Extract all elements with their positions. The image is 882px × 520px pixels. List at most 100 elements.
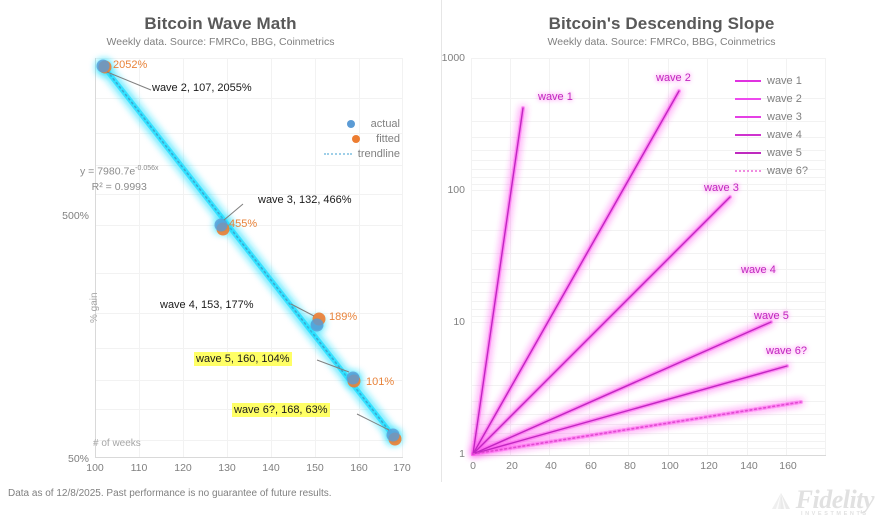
left-chart-title: Bitcoin Wave Math bbox=[144, 14, 297, 33]
line-swatch-icon bbox=[735, 134, 761, 136]
series-label-wave-6: wave 6? bbox=[766, 345, 807, 357]
point-value-label: 101% bbox=[366, 376, 395, 388]
left-x-tick: 130 bbox=[218, 462, 236, 474]
left-x-tick: 100 bbox=[86, 462, 104, 474]
gridline-v bbox=[747, 58, 748, 456]
gridline-v bbox=[359, 58, 360, 458]
dotted-line-icon bbox=[323, 152, 352, 155]
gridline-h bbox=[471, 137, 826, 138]
legend-label: wave 3 bbox=[767, 111, 802, 123]
series-line-wave-1 bbox=[472, 107, 524, 455]
legend-item-trendline[interactable]: trendline bbox=[290, 146, 400, 161]
right-x-tick: 140 bbox=[740, 460, 758, 472]
gridline-h bbox=[471, 230, 826, 231]
legend-item-actual[interactable]: actual bbox=[290, 116, 400, 131]
gridline-h bbox=[471, 150, 826, 151]
legend-item-wave-1[interactable]: wave 1 bbox=[735, 72, 808, 90]
line-swatch-icon bbox=[735, 98, 761, 100]
fidelity-logo: Fidelity INVESTMENTS bbox=[769, 487, 875, 517]
callout-wave-6: wave 6?, 168, 63% bbox=[232, 403, 330, 417]
callout-wave-3: wave 3, 132, 466% bbox=[258, 194, 352, 206]
series-line-wave-5 bbox=[472, 365, 788, 455]
legend-label: fitted bbox=[376, 132, 400, 145]
gridline-v bbox=[825, 58, 826, 456]
gridline-h bbox=[471, 269, 826, 270]
right-y-tick: 100 bbox=[447, 184, 465, 196]
legend-label: wave 1 bbox=[767, 75, 802, 87]
gridline-h bbox=[471, 169, 826, 170]
gridline-h bbox=[471, 414, 826, 415]
gridline-h bbox=[95, 348, 403, 349]
left-y-axis-line bbox=[95, 58, 96, 458]
series-line-wave-2 bbox=[472, 90, 680, 455]
gridline-h bbox=[471, 282, 826, 283]
gridline-h bbox=[471, 301, 826, 302]
right-x-tick: 40 bbox=[545, 460, 557, 472]
gridline-h bbox=[471, 385, 826, 386]
left-x-tick: 140 bbox=[262, 462, 280, 474]
gridline-h bbox=[471, 292, 826, 293]
left-chart-panel: Bitcoin Wave Math Weekly data. Source: F… bbox=[0, 0, 442, 482]
point-value-label: 455% bbox=[229, 218, 258, 230]
legend-item-wave-5[interactable]: wave 5 bbox=[735, 144, 808, 162]
actual-markers bbox=[96, 59, 400, 442]
legend-label: wave 6? bbox=[767, 165, 808, 177]
left-x-tick: 160 bbox=[350, 462, 368, 474]
right-x-tick: 160 bbox=[779, 460, 797, 472]
dotted-line-swatch-icon bbox=[735, 170, 761, 172]
gridline-h bbox=[95, 58, 403, 59]
left-series-overlay bbox=[96, 59, 402, 446]
regression-equation: y = 7980.7e-0.056x R² = 0.9993 bbox=[80, 164, 159, 195]
gridline-h bbox=[471, 58, 826, 59]
gridline-h bbox=[471, 121, 826, 122]
equation-body: y = 7980.7e bbox=[80, 165, 136, 178]
gridline-h bbox=[471, 316, 826, 317]
right-x-tick: 100 bbox=[661, 460, 679, 472]
right-x-tick: 80 bbox=[624, 460, 636, 472]
gridline-h bbox=[95, 440, 403, 441]
gridline-h bbox=[471, 309, 826, 310]
left-x-tick: 170 bbox=[393, 462, 411, 474]
left-y-tick: 50% bbox=[67, 453, 89, 465]
fidelity-pyramid-icon bbox=[771, 493, 790, 509]
blue-dot-icon bbox=[337, 119, 365, 128]
line-swatch-icon bbox=[735, 80, 761, 82]
series-label-wave-2: wave 2 bbox=[656, 72, 691, 84]
legend-label: actual bbox=[370, 117, 400, 130]
right-series-overlay bbox=[471, 89, 803, 456]
equation-exponent: -0.056x bbox=[135, 165, 159, 172]
series-label-wave-5: wave 5 bbox=[754, 310, 789, 322]
gridline-h bbox=[471, 98, 826, 99]
right-chart-title: Bitcoin's Descending Slope bbox=[548, 14, 775, 33]
legend-item-wave-3[interactable]: wave 3 bbox=[735, 108, 808, 126]
left-x-axis-line bbox=[95, 457, 403, 458]
callout-wave-4: wave 4, 153, 177% bbox=[160, 299, 254, 311]
legend-item-wave-2[interactable]: wave 2 bbox=[735, 90, 808, 108]
right-plot-area: 1000 100 10 1 0 20 40 60 80 100 120 140 … bbox=[442, 52, 826, 472]
left-chart-subtitle: Weekly data. Source: FMRCo, BBG, Coinmet… bbox=[106, 36, 335, 48]
gridline-v bbox=[183, 58, 184, 458]
legend-item-wave-6[interactable]: wave 6? bbox=[735, 162, 808, 180]
gridline-h bbox=[471, 362, 826, 363]
series-label-wave-3: wave 3 bbox=[704, 182, 739, 194]
gridline-v bbox=[707, 58, 708, 456]
right-y-tick: 1 bbox=[459, 448, 465, 460]
gridline-h bbox=[95, 225, 403, 226]
series-line-wave-6 bbox=[472, 401, 802, 455]
legend-item-fitted[interactable]: fitted bbox=[290, 131, 400, 146]
legend-label: trendline bbox=[357, 147, 400, 160]
left-chart-legend: actual fitted trendline bbox=[290, 116, 400, 161]
series-label-wave-4: wave 4 bbox=[741, 264, 776, 276]
right-x-tick: 120 bbox=[700, 460, 718, 472]
gridline-h bbox=[471, 441, 826, 442]
gridline-h bbox=[471, 160, 826, 161]
right-chart-panel: Bitcoin's Descending Slope Weekly data. … bbox=[441, 0, 882, 482]
callout-wave-2: wave 2, 107, 2055% bbox=[152, 82, 252, 94]
legend-item-wave-4[interactable]: wave 4 bbox=[735, 126, 808, 144]
gridline-v bbox=[227, 58, 228, 458]
series-label-wave-1: wave 1 bbox=[538, 91, 573, 103]
gridline-h bbox=[95, 133, 403, 134]
gridline-v bbox=[471, 58, 472, 456]
line-swatch-icon bbox=[735, 116, 761, 118]
wave-rays bbox=[472, 90, 802, 455]
